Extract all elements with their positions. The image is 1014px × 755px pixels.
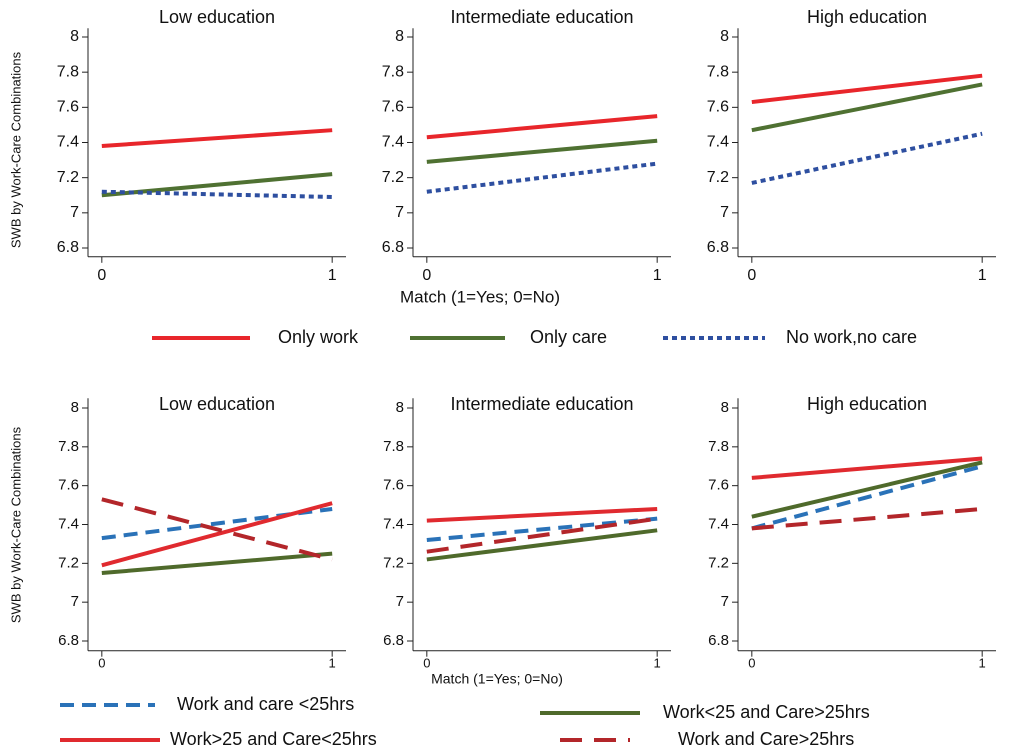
y-tick-label: 7.6 bbox=[383, 477, 404, 494]
panel-title: High education bbox=[807, 7, 927, 27]
x-tick-label: 1 bbox=[329, 655, 336, 670]
y-tick-label: 6.8 bbox=[708, 632, 729, 649]
line-series bbox=[751, 456, 983, 480]
y-tick-label: 7.8 bbox=[58, 438, 79, 455]
line-series bbox=[426, 528, 658, 562]
legend-label: Work and Care>25hrs bbox=[678, 729, 854, 749]
y-tick-label: 7.6 bbox=[708, 477, 729, 494]
y-tick-label: 6.8 bbox=[57, 239, 79, 256]
y-tick-label: 6.8 bbox=[382, 239, 404, 256]
x-tick-label: 0 bbox=[423, 655, 430, 670]
line-series bbox=[101, 128, 333, 149]
line-series bbox=[101, 497, 333, 562]
panel-title: Low education bbox=[159, 7, 275, 27]
y-tick-label: 7 bbox=[70, 204, 79, 221]
x-tick-label: 1 bbox=[979, 655, 986, 670]
y-axis-label: SWB by Work-Care Combinations bbox=[8, 51, 23, 248]
y-tick-label: 7.8 bbox=[708, 438, 729, 455]
y-tick-label: 8 bbox=[71, 399, 79, 416]
x-tick-label: 0 bbox=[748, 655, 755, 670]
y-tick-label: 7.6 bbox=[57, 99, 79, 116]
y-tick-label: 7.8 bbox=[383, 438, 404, 455]
x-tick-label: 1 bbox=[328, 267, 337, 284]
line-series bbox=[426, 114, 658, 140]
y-tick-label: 7.4 bbox=[58, 515, 79, 532]
line-series bbox=[426, 516, 658, 554]
y-tick-label: 7.4 bbox=[708, 515, 729, 532]
legend-label: Work<25 and Care>25hrs bbox=[663, 702, 870, 722]
panel-title: Intermediate education bbox=[450, 394, 633, 414]
line-series bbox=[426, 516, 658, 543]
panel-title: High education bbox=[807, 394, 927, 414]
y-tick-label: 7.2 bbox=[57, 169, 79, 186]
y-tick-label: 7.4 bbox=[57, 134, 79, 151]
line-series bbox=[101, 172, 333, 198]
x-axis-label: Match (1=Yes; 0=No) bbox=[400, 287, 560, 306]
line-series bbox=[101, 551, 333, 576]
line-series bbox=[101, 501, 333, 568]
y-tick-label: 6.8 bbox=[58, 632, 79, 649]
y-tick-label: 7 bbox=[396, 593, 404, 610]
y-axis-label: SWB by Work-Care Combinations bbox=[8, 426, 23, 623]
y-tick-label: 7 bbox=[720, 204, 729, 221]
panel-title: Intermediate education bbox=[450, 7, 633, 27]
x-axis-label: Match (1=Yes; 0=No) bbox=[431, 671, 563, 687]
line-series bbox=[426, 161, 658, 194]
y-tick-label: 8 bbox=[396, 399, 404, 416]
line-series bbox=[751, 506, 983, 531]
y-tick-label: 6.8 bbox=[707, 239, 729, 256]
y-tick-label: 8 bbox=[70, 28, 79, 45]
y-tick-label: 7.4 bbox=[383, 515, 404, 532]
y-tick-label: 7.2 bbox=[382, 169, 404, 186]
x-tick-label: 0 bbox=[98, 655, 105, 670]
x-tick-label: 1 bbox=[654, 655, 661, 670]
y-tick-label: 7.6 bbox=[707, 99, 729, 116]
y-tick-label: 8 bbox=[721, 399, 729, 416]
line-series bbox=[101, 506, 333, 541]
line-series bbox=[426, 138, 658, 164]
y-tick-label: 6.8 bbox=[383, 632, 404, 649]
x-tick-label: 0 bbox=[422, 267, 431, 284]
y-tick-label: 7.2 bbox=[707, 169, 729, 186]
legend-label: Work and care <25hrs bbox=[177, 694, 354, 714]
x-tick-label: 0 bbox=[97, 267, 106, 284]
legend-label: Only care bbox=[530, 327, 607, 347]
legend-label: Work>25 and Care<25hrs bbox=[170, 729, 377, 749]
legend-label: Only work bbox=[278, 327, 359, 347]
line-series bbox=[751, 131, 983, 185]
line-series bbox=[101, 189, 333, 200]
y-tick-label: 7.2 bbox=[58, 554, 79, 571]
y-tick-label: 7.4 bbox=[707, 134, 729, 151]
y-tick-label: 7.2 bbox=[383, 554, 404, 571]
legend-label: No work,no care bbox=[786, 327, 917, 347]
line-series bbox=[751, 460, 983, 519]
y-tick-label: 7.8 bbox=[707, 63, 729, 80]
line-series bbox=[426, 506, 658, 523]
line-series bbox=[751, 82, 983, 133]
x-tick-label: 1 bbox=[978, 267, 987, 284]
y-tick-label: 7.6 bbox=[382, 99, 404, 116]
line-series bbox=[751, 73, 983, 105]
x-tick-label: 1 bbox=[653, 267, 662, 284]
y-tick-label: 7.6 bbox=[58, 477, 79, 494]
y-tick-label: 7 bbox=[71, 593, 79, 610]
line-series bbox=[751, 464, 983, 531]
y-tick-label: 7 bbox=[721, 593, 729, 610]
panel-title: Low education bbox=[159, 394, 275, 414]
y-tick-label: 7 bbox=[395, 204, 404, 221]
y-tick-label: 8 bbox=[720, 28, 729, 45]
y-tick-label: 7.2 bbox=[708, 554, 729, 571]
y-tick-label: 8 bbox=[395, 28, 404, 45]
y-tick-label: 7.4 bbox=[382, 134, 404, 151]
x-tick-label: 0 bbox=[747, 267, 756, 284]
y-tick-label: 7.8 bbox=[382, 63, 404, 80]
y-tick-label: 7.8 bbox=[57, 63, 79, 80]
